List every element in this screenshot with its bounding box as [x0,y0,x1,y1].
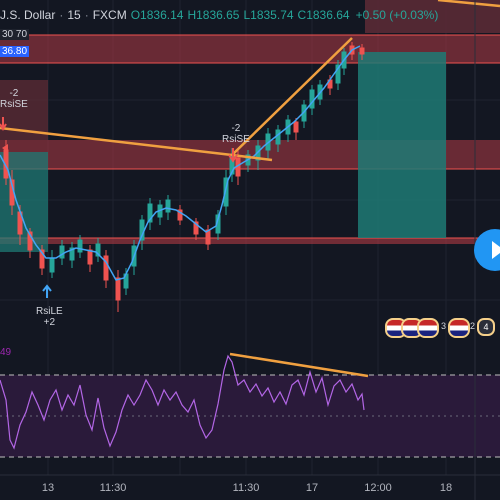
price-label-b: 36.80 [0,46,30,57]
us-flag-icon[interactable] [417,318,439,338]
trendline-descending[interactable] [0,126,233,157]
trendline-ascending[interactable] [231,37,353,156]
trendline-horizontal[interactable] [231,153,273,162]
play-icon[interactable] [492,241,500,259]
rsi-divergence-line[interactable] [229,352,369,378]
economic-events[interactable]: 3 2 4 [385,318,496,338]
symbol-name[interactable]: J.S. Dollar [0,8,56,22]
trendline-top-edge[interactable] [437,0,500,8]
signal-label-top-left: -2 RsiSE [0,88,28,110]
arrow-up-icon [42,284,52,298]
signal-qty: -2 [231,123,241,134]
arrow-down-icon [0,117,7,131]
exchange-label: FXCM [92,8,127,22]
event-count-b: 2 [470,321,476,331]
separator-dot: · [84,8,89,22]
time-tick: 11:30 [99,482,127,494]
moving-average-line[interactable] [0,45,361,281]
rsi-panel[interactable] [0,375,500,457]
signal-name: RsiLE [36,306,63,317]
time-tick: 13 [41,482,55,494]
change-value: +0.50 (+0.03%) [355,8,439,22]
time-tick: 17 [305,482,319,494]
arrow-left-icon [2,144,8,152]
separator-dot: · [59,8,64,22]
signal-qty: +2 [43,317,56,328]
us-flag-icon[interactable] [448,318,471,338]
arrow-down-icon [228,148,238,163]
time-tick: 18 [439,482,453,494]
event-count-a: 3 [441,321,447,331]
event-count-c[interactable]: 4 [477,318,496,336]
high-value: H1836.65 [187,8,240,22]
rsi-line[interactable] [0,354,365,450]
signal-label-mid: -2 RsiSE [222,123,250,145]
rsi-value-label: 49 [0,347,12,358]
close-value: C1836.64 [297,8,350,22]
time-tick: 11:30 [232,482,260,494]
signal-name: RsiSE [0,99,28,110]
signal-qty: -2 [9,88,19,99]
signal-label-bottom: RsiLE +2 [36,306,63,328]
candlesticks [3,42,365,312]
interval-label[interactable]: 15 [67,8,81,22]
price-label-a: 30 70 [0,29,30,40]
target-zone-right[interactable] [358,52,446,238]
low-value: L1835.74 [243,8,294,22]
resistance-zone-top[interactable] [365,0,500,33]
signal-name: RsiSE [222,134,250,145]
support-zone[interactable] [0,238,500,244]
symbol-legend[interactable]: J.S. Dollar · 15 · FXCM O1836.14 H1836.6… [0,2,475,28]
open-value: O1836.14 [130,8,184,22]
time-tick: 12:00 [364,482,392,494]
